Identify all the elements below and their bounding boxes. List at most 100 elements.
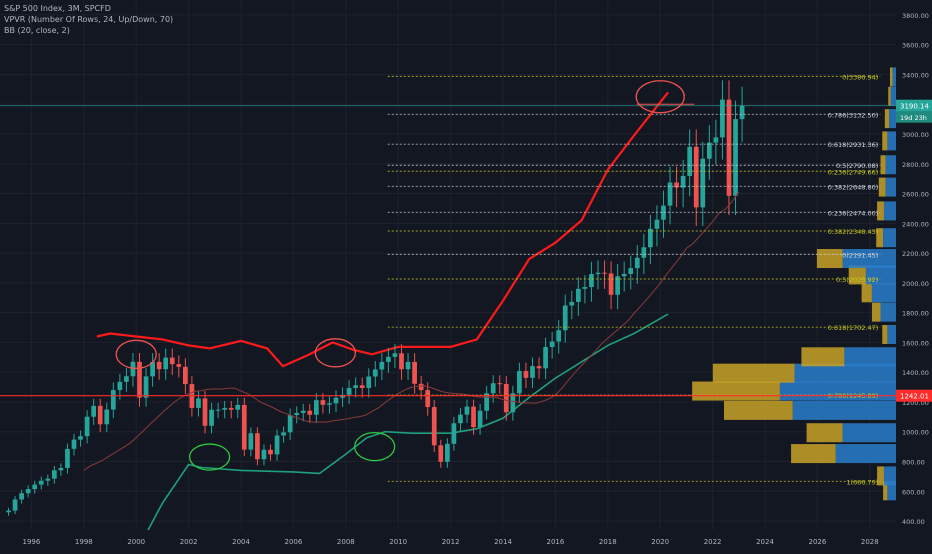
- volume-profile-down-bar: [712, 363, 795, 383]
- volume-profile-up-bar: [883, 466, 896, 486]
- candle-body: [241, 404, 247, 450]
- bollinger-upper-band: [96, 91, 669, 368]
- candle-body: [97, 405, 103, 425]
- volume-profile-down-bar: [888, 86, 891, 106]
- candle-body: [12, 499, 18, 511]
- fib-level-label: 0.5(2790.08): [836, 162, 878, 170]
- fib-level-label: 0.618(1702.47): [828, 324, 879, 332]
- price-axis: 400.00 600.00 800.00 1000.00 1200.00 1400.00 1…: [896, 0, 932, 550]
- candle-body: [595, 272, 601, 275]
- candle-body: [84, 416, 90, 437]
- price-axis-label: 600.00: [902, 488, 925, 496]
- candle-body: [156, 361, 162, 370]
- volume-profile-down-bar: [791, 444, 836, 464]
- volume-profile-up-bar: [887, 131, 896, 151]
- candle-body: [726, 99, 732, 196]
- candle-body: [589, 274, 594, 288]
- candle-body: [215, 409, 221, 411]
- price-axis-label: 800.00: [902, 459, 925, 467]
- time-axis-label: 2010: [389, 538, 407, 546]
- volume-profile-down-bar: [876, 228, 884, 248]
- candle-body: [150, 361, 155, 377]
- candle-body: [720, 99, 725, 138]
- candle-body: [372, 369, 378, 377]
- fib-level-label: 0(3386.94): [842, 73, 878, 81]
- candle-body: [45, 478, 51, 481]
- candle-body: [438, 445, 444, 462]
- time-axis-label: 2002: [180, 538, 198, 546]
- bollinger-lower-band: [135, 313, 669, 553]
- volume-profile-down-bar: [801, 347, 845, 367]
- top-2007-ellipse: [314, 338, 356, 368]
- candle-body: [713, 137, 719, 143]
- volume-profile-up-bar: [889, 109, 896, 129]
- candle-body: [674, 182, 679, 188]
- time-axis-label: 2000: [127, 538, 145, 546]
- fib-level-label: 0(2191.45): [842, 251, 878, 259]
- time-axis-label: 2028: [861, 538, 879, 546]
- candle-body: [634, 257, 640, 269]
- countdown-value: 19d 23h: [900, 114, 927, 122]
- candle-body: [307, 410, 313, 415]
- time-axis-label: 2008: [337, 538, 355, 546]
- price-axis-bg: [896, 0, 932, 550]
- volume-profile-up-bar: [887, 481, 896, 501]
- candle-body: [693, 146, 699, 208]
- candle-body: [287, 415, 293, 433]
- symbol-legend[interactable]: S&P 500 Index, 3M, SPCFD: [4, 4, 111, 13]
- candle-body: [412, 361, 417, 384]
- time-axis-label: 2014: [494, 538, 512, 546]
- volume-profile-down-bar: [884, 109, 890, 129]
- candle-body: [615, 276, 620, 295]
- price-axis-label: 3400.00: [902, 71, 929, 79]
- price-axis-label: 1600.00: [902, 339, 929, 347]
- time-axis-label: 2026: [808, 538, 826, 546]
- chart-legend: S&P 500 Index, 3M, SPCFD VPVR (Number Of…: [4, 3, 173, 36]
- candle-body: [549, 341, 555, 348]
- candle-body: [451, 423, 457, 444]
- countdown-tag: [896, 111, 932, 123]
- fib-level-label: 0.5(2025.92): [836, 276, 878, 284]
- time-axis-label: 2012: [442, 538, 460, 546]
- candle-body: [209, 409, 214, 426]
- vpvr-legend[interactable]: VPVR (Number Of Rows, 24, Up/Down, 70): [4, 15, 174, 24]
- volume-profile-up-bar: [842, 423, 896, 443]
- price-axis-label: 1400.00: [902, 369, 929, 377]
- price-axis-label: 2600.00: [902, 191, 929, 199]
- candle-body: [569, 301, 575, 306]
- volume-profile-down-bar: [806, 423, 843, 443]
- volume-profile-down-bar: [861, 283, 872, 303]
- candle-body: [654, 219, 660, 229]
- volume-profile-up-bar: [835, 444, 896, 464]
- time-axis-label: 1998: [75, 538, 93, 546]
- candle-body: [490, 383, 496, 394]
- volume-profile-up-bar: [792, 400, 896, 420]
- candle-body: [281, 432, 286, 436]
- volume-profile-up-bar: [890, 86, 896, 106]
- volume-profile-down-bar: [816, 249, 843, 269]
- volume-profile-up-bar: [883, 228, 896, 248]
- candle-body: [333, 397, 339, 404]
- fib-level-label: 0.236(2474.00): [828, 209, 879, 217]
- fib-level-label: 0.382(2648.80): [828, 183, 879, 191]
- candle-body: [641, 247, 647, 258]
- support-price-tag: [896, 389, 932, 402]
- bb-legend[interactable]: BB (20, close, 2): [4, 26, 70, 35]
- volume-profile-down-bar: [877, 466, 884, 486]
- fib-level-label: 0.786(3132.50): [828, 111, 879, 119]
- price-axis-label: 1000.00: [902, 429, 929, 437]
- bollinger-basis: [83, 191, 740, 471]
- volume-profile-up-bar: [880, 302, 896, 322]
- candle-body: [575, 288, 581, 302]
- time-axis-label: 2006: [285, 538, 303, 546]
- candle-body: [274, 435, 280, 455]
- candle-body: [32, 484, 38, 490]
- candle-body: [255, 433, 260, 460]
- candle-body: [222, 407, 228, 410]
- candle-body: [359, 385, 365, 388]
- volume-profile-down-bar: [724, 400, 793, 420]
- time-axis-label: 1996: [23, 538, 41, 546]
- price-axis-label: 2400.00: [902, 220, 929, 228]
